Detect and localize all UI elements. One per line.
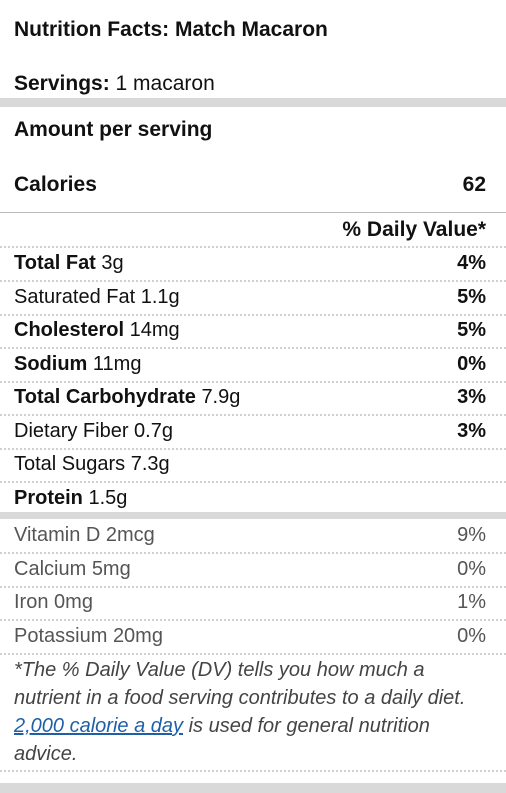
nutrient-name: Total Carbohydrate 7.9g [14,386,240,409]
vitamin-daily-value: 0% [457,624,486,647]
nutrient-amount: 7.9g [201,386,241,408]
row-divider [0,652,506,655]
nutrient-name: Sodium 11mg [14,353,141,376]
calories-divider [0,212,506,213]
calories-value: 62 [462,173,486,196]
vitamin-label: Potassium [14,624,108,647]
row-divider [0,313,506,316]
footnote-text-before: *The % Daily Value (DV) tells you how mu… [14,659,466,709]
nutrient-amount: 11mg [92,352,142,375]
row-divider [0,447,506,450]
nutrient-name: Protein 1.5g [14,487,127,510]
nutrient-row: Saturated Fat 1.1g 5% [14,281,486,314]
nutrient-row: Total Sugars 7.3g [14,448,486,481]
nutrient-label: Cholesterol [14,319,125,341]
nutrient-name: Dietary Fiber 0.7g [14,420,173,443]
calories-row: Calories 62 [14,173,486,197]
vitamin-row: Vitamin D 2mcg 9% [14,519,486,552]
row-divider [0,585,506,588]
row-divider [0,552,506,554]
vitamin-daily-value: 0% [457,557,486,580]
row-divider [0,770,506,772]
row-divider [0,380,506,383]
vitamin-name: Potassium 20mg [14,625,163,648]
nutrient-label: Total Fat [14,252,96,274]
nutrient-daily-value: 0% [457,352,486,375]
vitamin-daily-value: 1% [457,591,486,613]
vitamin-label: Iron [14,591,49,613]
thick-divider-top [0,98,506,107]
nutrient-amount: 3g [101,252,124,274]
vitamin-daily-value: 9% [457,524,486,546]
vitamin-amount: 0mg [54,591,93,613]
daily-value-footnote: *The % Daily Value (DV) tells you how mu… [14,656,494,768]
vitamin-name: Iron 0mg [14,591,93,614]
row-divider [0,246,506,248]
nutrient-row: Cholesterol 14mg 5% [14,314,486,347]
nutrient-daily-value: 3% [457,386,486,408]
row-divider [0,619,506,621]
vitamin-row: Potassium 20mg 0% [14,620,486,653]
nutrient-row: Sodium 11mg 0% [14,348,486,381]
calories-label: Calories [14,173,97,196]
servings-line: Servings: 1 macaron [14,72,215,96]
thick-divider-vitamins [0,512,506,519]
nutrient-name: Cholesterol 14mg [14,319,180,342]
thick-divider-bottom [0,783,506,793]
nutrient-amount: 7.3g [130,453,170,475]
servings-value: 1 macaron [115,72,215,95]
vitamin-label: Vitamin D [14,524,101,546]
servings-label: Servings: [14,72,110,95]
nutrient-row: Protein 1.5g [14,482,486,515]
nutrient-label: Dietary Fiber [14,419,129,442]
row-divider [0,347,506,349]
row-divider [0,414,506,416]
page-title: Nutrition Facts: Match Macaron [14,18,328,41]
nutrient-amount: 14mg [129,319,180,341]
nutrient-label: Sodium [14,352,88,375]
vitamin-label: Calcium [14,557,87,580]
vitamin-name: Vitamin D 2mcg [14,524,155,547]
vitamin-name: Calcium 5mg [14,558,131,581]
vitamin-row: Calcium 5mg 0% [14,553,486,586]
amount-per-serving-label: Amount per serving [14,118,213,141]
nutrient-label: Protein [14,486,83,509]
nutrient-amount: 1.1g [140,285,180,308]
nutrient-name: Total Sugars 7.3g [14,453,170,476]
vitamin-amount: 2mcg [105,524,155,546]
nutrient-daily-value: 3% [457,419,486,442]
row-divider [0,280,506,282]
row-divider [0,481,506,483]
nutrient-daily-value: 4% [457,252,486,274]
nutrient-row: Total Fat 3g 4% [14,247,486,280]
footnote-text-after: is used for general nutrition advice. [14,715,430,765]
nutrient-name: Saturated Fat 1.1g [14,286,180,309]
nutrient-label: Total Sugars [14,453,126,475]
nutrient-amount: 1.5g [88,486,128,509]
vitamin-amount: 5mg [91,557,131,580]
vitamin-amount: 20mg [112,624,163,647]
nutrient-label: Saturated Fat [14,285,136,308]
nutrient-label: Total Carbohydrate [14,386,196,408]
nutrient-row: Dietary Fiber 0.7g 3% [14,415,486,448]
nutrient-amount: 0.7g [134,419,173,442]
calorie-guidance-link[interactable]: 2,000 calorie a day [14,715,184,737]
nutrient-daily-value: 5% [457,319,486,341]
daily-value-header: % Daily Value* [342,218,486,241]
vitamin-row: Iron 0mg 1% [14,586,486,619]
nutrient-name: Total Fat 3g [14,252,124,275]
nutrient-row: Total Carbohydrate 7.9g 3% [14,381,486,414]
nutrient-daily-value: 5% [457,285,486,308]
